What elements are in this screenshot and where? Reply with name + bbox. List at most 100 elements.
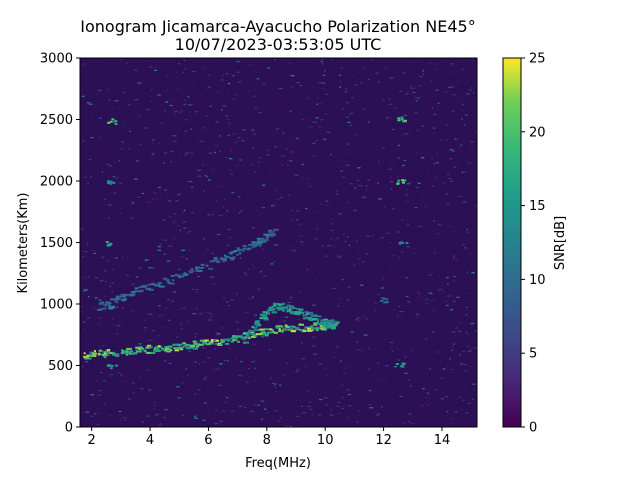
noise-speck: [205, 66, 208, 68]
trace-point: [266, 331, 272, 334]
trace-point: [202, 342, 207, 345]
noise-speck: [167, 299, 170, 301]
noise-speck: [472, 420, 476, 423]
noise-speck: [207, 214, 211, 216]
trace-point: [83, 355, 89, 358]
noise-speck: [109, 375, 111, 377]
trace-point: [298, 323, 304, 326]
noise-speck: [100, 136, 102, 138]
noise-speck: [358, 258, 361, 260]
trace-point: [194, 269, 198, 272]
trace-point: [236, 247, 240, 250]
noise-speck: [311, 169, 313, 171]
noise-speck: [170, 150, 174, 152]
trace-point: [134, 287, 139, 290]
noise-speck: [287, 164, 289, 166]
trace-point: [304, 311, 309, 314]
noise-speck: [347, 236, 349, 238]
noise-speck: [155, 109, 158, 111]
noise-speck: [110, 290, 113, 292]
noise-speck: [148, 66, 153, 68]
noise-speck: [251, 264, 255, 266]
noise-speck: [411, 87, 413, 89]
noise-speck: [444, 367, 449, 369]
noise-speck: [187, 108, 190, 110]
trace-point: [247, 330, 251, 333]
noise-speck: [205, 249, 210, 251]
trace-point: [137, 290, 143, 293]
noise-speck: [82, 256, 84, 258]
noise-speck: [335, 346, 339, 348]
noise-speck: [292, 322, 295, 324]
noise-speck: [212, 168, 214, 170]
noise-speck: [80, 233, 84, 235]
noise-speck: [193, 380, 198, 382]
noise-speck: [428, 177, 433, 179]
trace-point: [268, 229, 273, 232]
noise-speck: [163, 253, 167, 255]
noise-speck: [371, 175, 373, 177]
noise-speck: [202, 127, 205, 129]
noise-speck: [325, 204, 329, 206]
trace-point: [128, 350, 132, 353]
noise-speck: [366, 384, 369, 386]
trace-point: [215, 342, 218, 345]
noise-speck: [315, 238, 318, 240]
noise-speck: [381, 180, 384, 182]
noise-speck: [461, 118, 463, 120]
echo-spot: [380, 299, 384, 302]
trace-point: [302, 329, 308, 332]
noise-speck: [216, 185, 221, 187]
noise-speck: [210, 314, 213, 316]
noise-speck: [439, 224, 442, 226]
noise-speck: [152, 404, 157, 407]
noise-speck: [223, 261, 225, 263]
noise-speck: [105, 95, 107, 97]
noise-speck: [202, 419, 206, 421]
noise-speck: [397, 176, 399, 178]
noise-speck: [219, 421, 223, 423]
trace-point: [259, 244, 262, 247]
noise-speck: [196, 128, 199, 130]
noise-speck: [167, 195, 169, 197]
noise-speck: [320, 119, 324, 121]
noise-speck: [432, 185, 435, 187]
trace-point: [315, 318, 320, 321]
trace-point: [188, 346, 194, 349]
noise-speck: [431, 107, 433, 109]
noise-speck: [469, 348, 472, 350]
noise-speck: [188, 180, 193, 183]
noise-speck: [210, 368, 214, 370]
noise-speck: [462, 351, 466, 353]
noise-speck: [408, 412, 412, 414]
noise-speck: [253, 95, 257, 97]
trace-point: [99, 301, 105, 304]
noise-speck: [151, 89, 153, 91]
noise-speck: [124, 380, 129, 382]
noise-speck: [113, 324, 115, 326]
noise-speck: [204, 279, 206, 281]
noise-speck: [297, 124, 301, 126]
noise-speck: [365, 197, 369, 199]
trace-point: [266, 328, 272, 331]
noise-speck: [358, 185, 363, 187]
noise-speck: [258, 165, 262, 167]
noise-speck: [347, 394, 352, 396]
noise-speck: [245, 311, 249, 313]
noise-speck: [354, 187, 356, 189]
noise-speck: [377, 182, 379, 184]
noise-speck: [331, 287, 336, 289]
noise-speck: [104, 296, 107, 298]
noise-speck: [390, 242, 392, 244]
noise-speck: [209, 313, 213, 315]
noise-speck: [425, 298, 428, 300]
noise-speck: [349, 124, 353, 126]
trace-point: [258, 240, 262, 243]
noise-speck: [449, 225, 452, 227]
noise-speck: [244, 406, 247, 409]
noise-speck: [345, 164, 350, 166]
noise-speck: [451, 349, 453, 351]
noise-speck: [317, 67, 319, 69]
echo-spot: [383, 301, 387, 304]
noise-speck: [459, 396, 462, 398]
